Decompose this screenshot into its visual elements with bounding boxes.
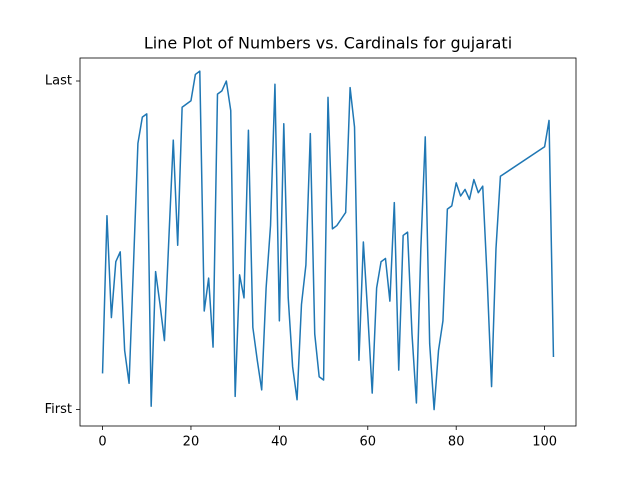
- x-tick-label: 20: [183, 435, 200, 450]
- x-tick-label: 80: [448, 435, 465, 450]
- y-tick-label: Last: [45, 74, 72, 89]
- axes-frame: [79, 57, 577, 427]
- x-tick-label: 40: [271, 435, 288, 450]
- x-tick-label: 60: [360, 435, 377, 450]
- y-tick-label: First: [45, 402, 72, 417]
- x-tick-label: 0: [98, 435, 106, 450]
- x-tick-label: 100: [532, 435, 557, 450]
- data-line: [101, 70, 555, 411]
- chart-title: Line Plot of Numbers vs. Cardinals for g…: [144, 34, 512, 53]
